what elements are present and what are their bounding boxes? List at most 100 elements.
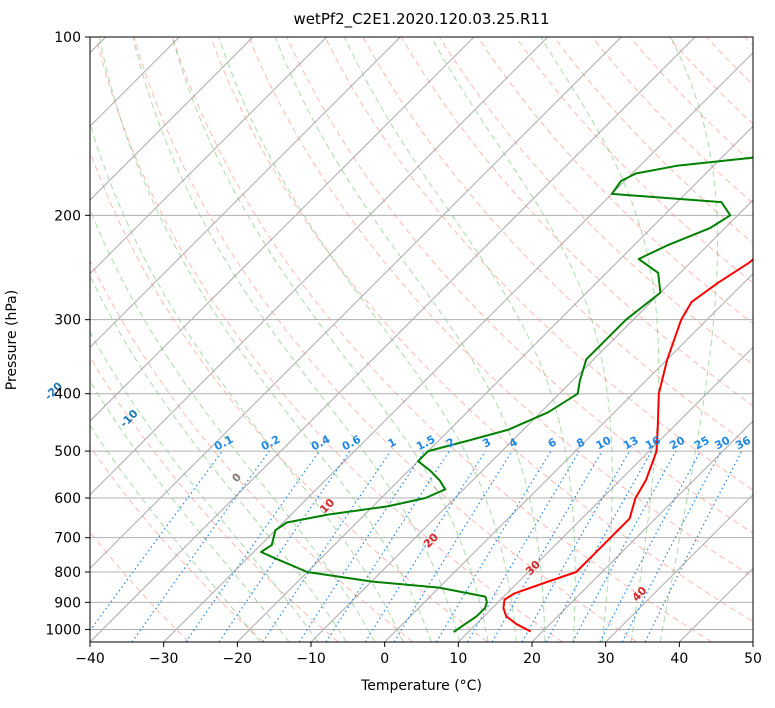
moist-adiabat-line (90, 274, 347, 642)
y-tick-label: 800 (54, 565, 81, 581)
x-tick-label: 20 (523, 651, 541, 667)
dry-adiabat-line (553, 37, 753, 244)
y-tick-label: 500 (54, 444, 81, 460)
isotherm-line (90, 37, 696, 642)
dry-adiabat-line (90, 445, 264, 642)
y-axis-label: Pressure (hPa) (4, 289, 20, 391)
mixing-ratio-line (364, 450, 486, 642)
isotherm-line (90, 37, 254, 201)
y-tick-label: 400 (54, 387, 81, 403)
mixing-ratio-line (572, 450, 677, 642)
mixing-ratio-label: 4 (507, 435, 520, 450)
x-tick-label: 50 (744, 651, 762, 667)
isotherm-line (90, 37, 401, 349)
mixing-ratio-label: 0.1 (212, 433, 235, 454)
x-tick-label: 0 (380, 651, 389, 667)
moist-adiabat-line (90, 207, 376, 642)
mixing-ratio-line (466, 450, 580, 642)
mixing-ratio-label: 13 (621, 434, 641, 453)
y-tick-label: 600 (54, 491, 81, 507)
mixing-ratio-label: 10 (594, 434, 614, 453)
mixing-ratio-label: 3 (480, 435, 493, 450)
dry-adiabat-line (629, 37, 753, 165)
mixing-ratio-line (393, 450, 513, 642)
mixing-ratio-label: 6 (546, 435, 559, 450)
mixing-ratio-line (644, 450, 743, 642)
mixing-ratio-line (262, 450, 392, 642)
dry-adiabat-line (477, 37, 753, 325)
dry-adiabat-line (324, 37, 753, 491)
mixing-ratio-line (185, 450, 320, 642)
isotherm-line (531, 420, 753, 642)
isotherm-line (457, 346, 753, 642)
mixing-ratio-label: 1 (386, 435, 399, 450)
dry-adiabat-line (171, 37, 712, 642)
x-tick-label: −30 (149, 651, 179, 667)
dry-adiabat-line (90, 150, 488, 642)
y-tick-label: 300 (54, 313, 81, 329)
x-tick-label: −20 (223, 651, 253, 667)
mixing-ratio-label: 20 (667, 434, 687, 453)
moist-adiabat-line (430, 37, 613, 642)
dewpoint-profile-line (260, 156, 753, 633)
moist-adiabat-line (659, 37, 719, 642)
dry-adiabat-line (744, 37, 753, 47)
moist-adiabat-line (90, 330, 319, 642)
x-tick-label: 30 (597, 651, 615, 667)
moist-adiabat-line (540, 37, 660, 642)
isotherm-line (752, 641, 753, 642)
mixing-ratio-label: 36 (733, 434, 753, 453)
dry-adiabat-line (668, 37, 753, 125)
isotherm-line (90, 37, 622, 570)
mixing-ratio-line (298, 450, 425, 642)
moist-adiabat-line (171, 37, 489, 642)
mixing-ratio-line (435, 450, 552, 642)
dry-adiabat-line (133, 37, 638, 642)
y-tick-label: 200 (54, 208, 81, 224)
isotherm-line (310, 199, 753, 642)
y-tick-label: 100 (54, 30, 81, 46)
moist-adiabat-line (218, 37, 517, 642)
dry-adiabat-line (515, 37, 753, 284)
moist-adiabat-line (274, 37, 546, 642)
mixing-ratio-label: 25 (692, 434, 712, 453)
plot-frame (89, 36, 754, 643)
mixing-ratio-line (599, 450, 702, 642)
dry-adiabat-line (591, 37, 753, 204)
dry-adiabat-line (90, 531, 190, 642)
isotherm-line (90, 37, 475, 422)
dry-adiabat-line (400, 37, 753, 407)
moist-adiabat-line (132, 37, 461, 642)
mixing-ratio-label: 30 (713, 434, 733, 453)
dry-adiabat-line (210, 37, 753, 623)
x-tick-label: −10 (296, 651, 326, 667)
x-tick-label: −40 (75, 651, 105, 667)
mixing-ratio-line (131, 450, 270, 642)
axis-ticks: −40 −30 −20 −10 0 10 20 30 40 50 1000 900 800 700 600 5… (45, 30, 762, 667)
mixing-ratio-line (218, 450, 351, 642)
x-tick-label: 40 (670, 651, 688, 667)
isotherm-line (384, 272, 753, 642)
moist-adiabat-line (90, 121, 404, 642)
moist-adiabat-line (98, 37, 432, 642)
y-tick-label: 1000 (45, 622, 81, 638)
dry-adiabat-line (248, 37, 753, 578)
isotherm-line (678, 567, 753, 642)
x-tick-label: 10 (449, 651, 467, 667)
isotherm-line (163, 51, 753, 642)
dry-adiabat-line (706, 37, 753, 86)
dry-adiabat-line (90, 356, 339, 642)
moist-adiabat-line (90, 424, 261, 642)
temperature-profile-line (502, 258, 753, 633)
moist-adiabat-line (90, 380, 290, 642)
mixing-ratio-label: 8 (574, 435, 587, 450)
background-lines (90, 37, 753, 642)
isotherm-line (605, 493, 753, 642)
mixing-ratio-line (545, 450, 653, 642)
x-axis-label: Temperature (°C) (361, 678, 482, 694)
profile-lines (260, 156, 753, 633)
mixing-ratio-label: 16 (643, 434, 663, 453)
mixing-ratio-label: 0.4 (309, 433, 333, 454)
